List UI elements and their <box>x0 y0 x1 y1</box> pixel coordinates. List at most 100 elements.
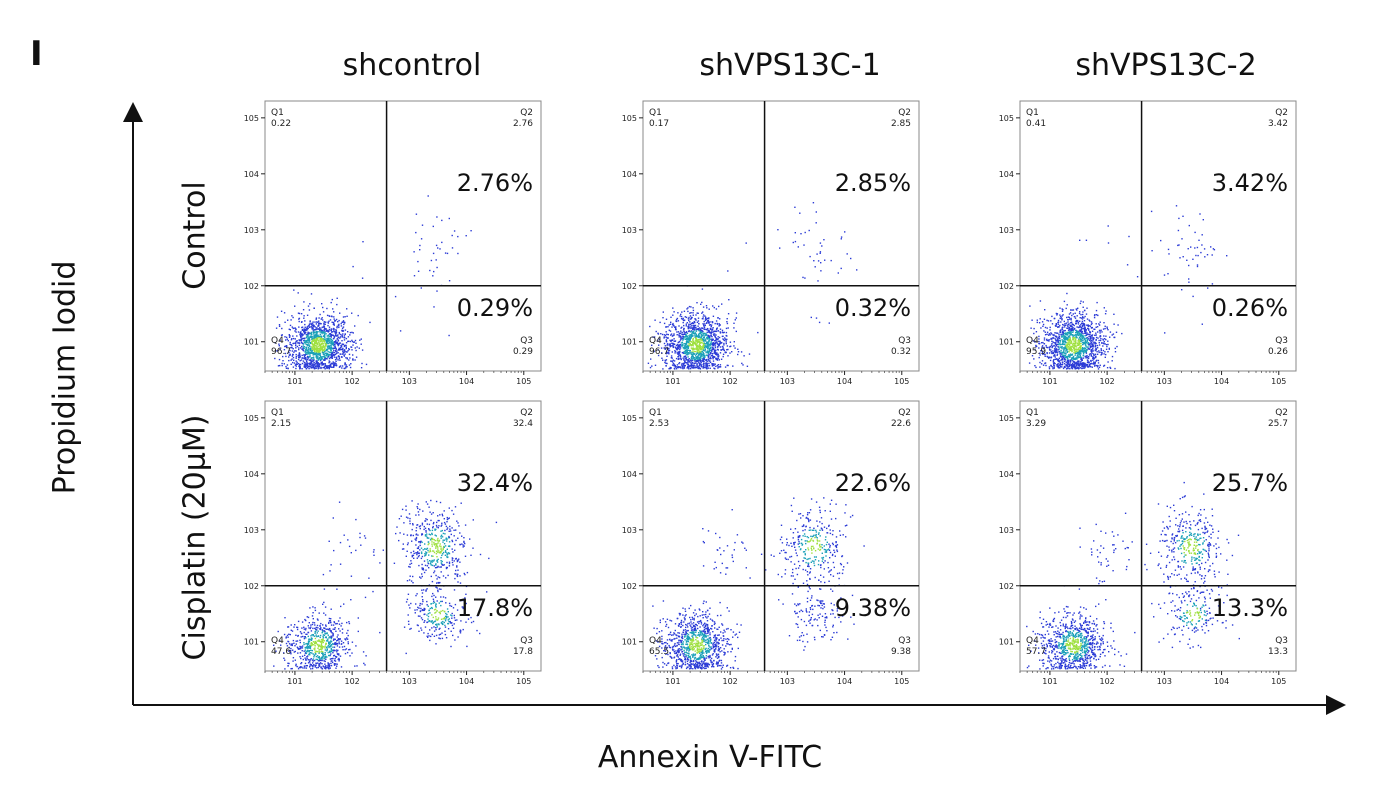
data-point <box>1075 329 1077 331</box>
data-point <box>686 349 688 351</box>
data-point <box>1041 345 1044 347</box>
data-point <box>1097 314 1099 317</box>
data-point <box>1083 323 1086 326</box>
x-tick-label: 104 <box>837 377 852 386</box>
data-point <box>1083 367 1086 369</box>
data-point <box>683 347 685 349</box>
data-point <box>1070 354 1072 356</box>
data-point <box>1074 327 1076 330</box>
quadrant-value: 2.85 <box>891 119 911 129</box>
data-point <box>696 367 699 369</box>
data-point <box>702 356 705 359</box>
data-point <box>680 358 682 360</box>
data-point <box>293 327 295 329</box>
data-point <box>345 345 347 347</box>
data-point <box>1090 341 1093 343</box>
data-point <box>1071 366 1073 369</box>
data-point <box>320 345 322 347</box>
data-point <box>672 359 674 361</box>
lower-right-percent: 0.32% <box>835 294 911 322</box>
data-point <box>312 666 314 668</box>
data-point <box>702 327 704 329</box>
data-point <box>316 635 318 638</box>
data-point <box>337 321 339 323</box>
data-point <box>691 334 693 336</box>
column-title-shcontrol: shcontrol <box>342 48 482 83</box>
data-point <box>1052 352 1054 354</box>
data-point <box>674 350 676 352</box>
data-point <box>706 322 708 324</box>
data-point <box>718 336 721 339</box>
data-point <box>1079 311 1081 313</box>
data-point <box>1081 337 1084 339</box>
data-point <box>1046 339 1048 342</box>
data-point <box>334 364 336 366</box>
data-point <box>303 329 305 332</box>
data-point <box>730 345 732 347</box>
data-point <box>317 348 319 350</box>
data-point <box>313 656 315 658</box>
data-point <box>1076 367 1079 369</box>
data-point <box>322 306 324 309</box>
data-point <box>326 339 328 341</box>
data-point <box>1107 361 1109 363</box>
data-point <box>717 338 719 341</box>
data-point <box>677 352 680 354</box>
data-point <box>684 316 686 318</box>
data-point <box>338 326 340 329</box>
data-point <box>297 342 299 344</box>
data-point <box>327 334 329 337</box>
data-point <box>1070 364 1072 367</box>
data-point <box>695 339 697 341</box>
data-point <box>314 653 317 655</box>
data-point <box>665 318 668 320</box>
data-point <box>693 364 695 367</box>
data-point <box>332 635 334 637</box>
data-point <box>682 318 684 321</box>
data-point <box>348 340 350 342</box>
data-point <box>1050 351 1052 353</box>
data-point <box>295 350 297 352</box>
data-point <box>668 350 670 352</box>
data-point <box>715 320 718 322</box>
flow-panel-1: 101 102 103 104 105101102103104105Q10.22Q22.… <box>244 100 542 386</box>
data-point <box>682 367 684 370</box>
data-point <box>672 314 674 316</box>
data-point <box>717 317 719 319</box>
data-point <box>654 319 656 321</box>
data-point <box>665 352 668 355</box>
data-point <box>1064 347 1066 350</box>
data-point <box>1061 315 1063 317</box>
data-point <box>674 352 676 354</box>
data-point <box>1092 356 1094 358</box>
data-point <box>274 357 276 360</box>
data-point <box>1087 357 1090 360</box>
data-point <box>1057 319 1060 322</box>
data-point <box>707 320 710 322</box>
data-point <box>662 317 664 319</box>
data-point <box>697 355 699 357</box>
data-point <box>1057 346 1059 348</box>
data-point <box>804 231 806 234</box>
data-point <box>321 329 324 332</box>
data-point <box>1160 239 1162 242</box>
data-point <box>1075 361 1077 363</box>
data-point <box>328 643 330 645</box>
data-point <box>677 312 679 314</box>
data-point <box>345 648 348 650</box>
data-point <box>685 340 688 343</box>
data-point <box>1080 352 1082 354</box>
data-point <box>328 654 330 657</box>
data-point <box>1069 349 1072 351</box>
data-point <box>1104 343 1106 345</box>
data-point <box>688 343 690 345</box>
data-point <box>278 345 280 347</box>
data-point <box>705 346 708 348</box>
data-point <box>322 646 324 648</box>
data-point <box>312 325 315 328</box>
data-point <box>322 339 325 342</box>
data-point <box>336 335 338 337</box>
data-point <box>1104 351 1106 353</box>
data-point <box>319 363 321 365</box>
data-point <box>1073 350 1076 352</box>
